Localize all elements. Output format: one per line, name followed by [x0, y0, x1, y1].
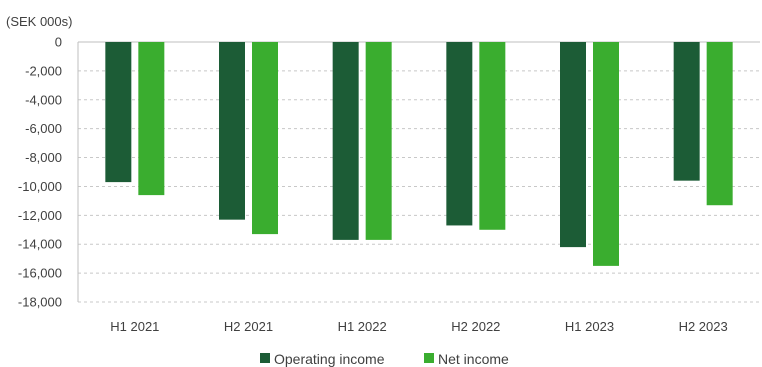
bar-net-income — [593, 42, 619, 266]
legend-label: Operating income — [274, 351, 385, 367]
x-axis-labels: H1 2021 H2 2021 H1 2022 H2 2022 H1 2023 H2 20… — [110, 319, 727, 334]
legend-label: Net income — [438, 351, 509, 367]
bar-net-income — [365, 42, 392, 240]
legend: Operating income Net income — [260, 351, 509, 367]
bar-operating-income — [673, 42, 700, 181]
bar-net-income — [138, 42, 165, 196]
y-tick-label: 0 — [55, 35, 62, 50]
bar-operating-income — [219, 42, 245, 220]
y-axis: 0 -2,000 -4,000 -6,000 -8,000 -10,000 -12,000 -… — [18, 35, 760, 310]
y-tick-label: -12,000 — [18, 208, 62, 223]
y-tick-label: -2,000 — [25, 63, 62, 78]
bar-operating-income — [560, 42, 586, 248]
x-tick-label: H1 2021 — [110, 319, 159, 334]
x-tick-label: H1 2022 — [338, 319, 387, 334]
bar-operating-income — [105, 42, 132, 183]
x-tick-label: H1 2023 — [565, 319, 614, 334]
x-tick-label: H2 2021 — [224, 319, 273, 334]
y-tick-label: -14,000 — [18, 237, 62, 252]
y-tick-label: -8,000 — [25, 150, 62, 165]
bars — [105, 42, 733, 266]
y-tick-label: -6,000 — [25, 121, 62, 136]
bar-net-income — [479, 42, 506, 230]
bar-net-income — [252, 42, 278, 235]
legend-swatch — [424, 353, 434, 363]
gridlines — [78, 70, 760, 303]
y-tick-label: -10,000 — [18, 179, 62, 194]
y-tick-label: -4,000 — [25, 92, 62, 107]
x-tick-label: H2 2022 — [451, 319, 500, 334]
y-tick-label: -16,000 — [18, 266, 62, 281]
y-tick-label: -18,000 — [18, 295, 62, 310]
legend-swatch — [260, 353, 270, 363]
bar-operating-income — [332, 42, 359, 240]
unit-label: (SEK 000s) — [6, 14, 72, 29]
bar-net-income — [706, 42, 733, 206]
bar-operating-income — [446, 42, 473, 226]
x-tick-label: H2 2023 — [679, 319, 728, 334]
